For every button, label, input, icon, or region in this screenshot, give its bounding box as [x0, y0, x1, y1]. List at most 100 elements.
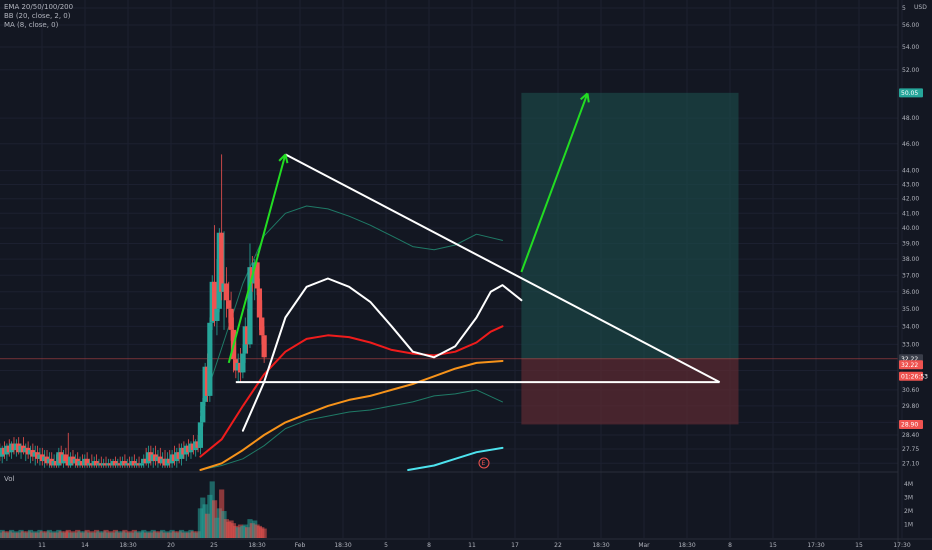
candle-body-179	[214, 308, 220, 322]
candle-body-185	[228, 308, 234, 330]
price-tick-label-19: 30.60	[902, 387, 919, 394]
candle-body-198	[259, 317, 265, 336]
price-tick-label-23: 27.75	[902, 446, 919, 453]
price-badge-bg-4	[899, 419, 923, 429]
ema50-line	[199, 360, 504, 471]
time-tick-label-2: 18:30	[119, 542, 136, 549]
stop-zone[interactable]	[521, 358, 739, 425]
time-tick-label-5: 18:30	[248, 542, 265, 549]
time-tick-label-6: Feb	[295, 542, 306, 549]
volume-tick-label-3: 1M	[904, 522, 913, 529]
grid-lines	[0, 0, 903, 538]
price-badge-bg-3	[899, 371, 923, 381]
indicator-bb-label[interactable]: BB (20, close, 2, 0)	[4, 12, 71, 20]
time-tick-label-17: 15	[769, 542, 777, 549]
time-tick-label-18: 17:30	[807, 542, 824, 549]
candle-body-176	[207, 322, 213, 396]
time-tick-label-20: 17:30	[893, 542, 910, 549]
time-tick-label-11: 17	[511, 542, 519, 549]
price-tick-label-11: 39.00	[902, 240, 919, 247]
candle-body-178	[211, 281, 218, 322]
price-tick-label-1: 56.00	[902, 22, 919, 29]
price-tick-label-15: 35.00	[902, 306, 919, 313]
candle-body-147	[138, 463, 145, 466]
ema20-line	[199, 325, 504, 458]
ema100-line	[407, 446, 504, 471]
candle-body-181	[219, 232, 225, 292]
price-tick-label-2: 54.00	[902, 44, 919, 51]
time-tick-label-10: 11	[468, 542, 476, 549]
earnings-marker-label: E	[482, 460, 486, 467]
price-tick-label-20: 29.80	[902, 403, 919, 410]
volume-axis: 4M 3M 2M 1M	[904, 481, 913, 528]
candle-body-124	[84, 458, 90, 466]
currency-label: USD	[914, 4, 927, 11]
moving-averages	[199, 277, 523, 471]
impulse-arrow-head-1	[278, 153, 287, 162]
price-tick-label-4: 48.00	[902, 115, 919, 122]
candle-body-193	[247, 267, 253, 345]
time-tick-label-1: 14	[81, 542, 89, 549]
volume-bars	[0, 481, 267, 538]
candle-body-197	[256, 288, 263, 318]
volume-tick-label-1: 3M	[904, 495, 913, 502]
time-tick-label-19: 15	[855, 542, 863, 549]
price-tick-label-14: 36.00	[902, 289, 919, 296]
candles	[0, 154, 267, 468]
price-badge-bg-0	[899, 88, 923, 98]
time-tick-label-4: 25	[210, 542, 218, 549]
target-arrow-head-1	[580, 92, 589, 101]
time-tick-label-12: 22	[554, 542, 562, 549]
volume-tick-label-0: 4M	[904, 481, 913, 488]
candle-body-184	[226, 300, 232, 309]
time-tick-label-3: 20	[167, 542, 175, 549]
target-zone[interactable]	[521, 92, 739, 359]
earnings-marker-icon[interactable]	[478, 457, 490, 469]
price-tick-label-6: 44.00	[902, 168, 919, 175]
price-tick-label-13: 37.00	[902, 272, 919, 279]
volume-label: Vol	[4, 475, 15, 483]
indicator-ema-label[interactable]: EMA 20/50/100/200	[4, 3, 73, 11]
price-tick-label-22: 28.40	[902, 432, 919, 439]
price-tick-label-5: 46.00	[902, 141, 919, 148]
volume-bar-199	[261, 528, 267, 538]
time-tick-label-7: 18:30	[334, 542, 351, 549]
candle-body-172	[197, 422, 204, 448]
price-badge-label-3: 01:26:53	[901, 373, 928, 380]
price-tick-label-24: 27.10	[902, 460, 919, 467]
candle-body-183	[223, 283, 229, 301]
price-badge-bg-2	[899, 360, 923, 370]
annotation-drawings[interactable]	[227, 92, 721, 384]
time-tick-label-8: 5	[384, 542, 388, 549]
indicator-ma-label[interactable]: MA (8, close, 0)	[4, 21, 59, 29]
price-badge-label-4: 28.90	[901, 421, 918, 428]
impulse-arrow-shaft[interactable]	[227, 154, 287, 364]
price-badge-label-2: 32.22	[901, 362, 918, 369]
price-tick-label-16: 34.00	[902, 323, 919, 330]
candle-body-199	[261, 335, 267, 358]
time-axis[interactable]: 11 14 18:30 20 25 18:30 Feb 18:30 5 8 11 17 22 18:30 M…	[38, 542, 911, 549]
target-arrow-head-0	[586, 93, 590, 103]
price-tick-label-7: 43.00	[902, 182, 919, 189]
price-badge-label-1: 32.22	[901, 356, 918, 363]
price-badge-label-0: 50.05	[901, 90, 918, 97]
price-tick-label-12: 38.00	[902, 256, 919, 263]
candle-body-115	[63, 454, 69, 462]
price-tick-label-0: 5	[902, 5, 906, 12]
bb-lower-line	[199, 389, 503, 471]
volume-tick-label-2: 2M	[904, 508, 913, 515]
price-tick-label-9: 41.00	[902, 210, 919, 217]
descending-trendline[interactable]	[284, 153, 721, 383]
candle-body-173	[200, 401, 206, 423]
time-tick-label-14: Mar	[638, 542, 650, 549]
time-tick-label-9: 8	[427, 542, 431, 549]
candle-body-190	[240, 353, 246, 373]
candle-body-196	[254, 262, 260, 289]
position-zones	[0, 92, 898, 425]
price-axis[interactable]: 5 56.00 54.00 52.00 48.00 46.00 44.00 43.00 42.0…	[902, 5, 919, 467]
time-tick-label-16: 8	[728, 542, 732, 549]
price-tick-label-10: 40.00	[902, 225, 919, 232]
target-arrow-shaft[interactable]	[520, 93, 589, 273]
